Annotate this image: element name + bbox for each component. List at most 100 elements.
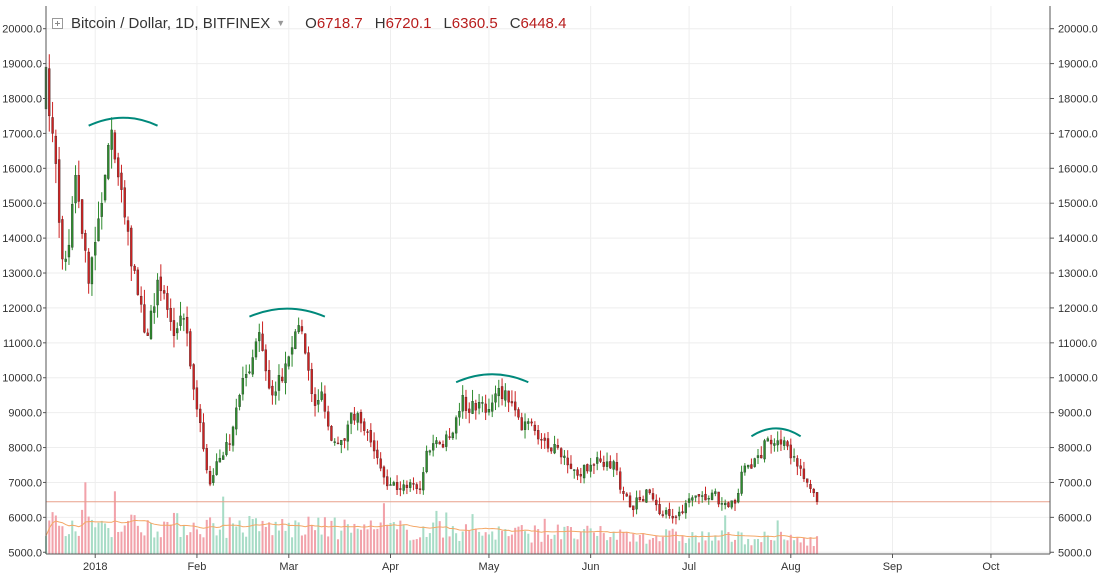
volume-bar: [419, 537, 422, 554]
volume-bar: [323, 517, 326, 554]
y-tick-right: 7000.0: [1058, 477, 1092, 489]
candle-body: [641, 499, 645, 502]
volume-bar: [530, 542, 533, 554]
x-tick-label: Feb: [187, 561, 206, 573]
volume-bar: [350, 532, 353, 554]
candle-body: [678, 511, 681, 517]
volume-bar: [569, 527, 572, 554]
volume-bar: [90, 519, 93, 554]
volume-bar: [520, 525, 523, 554]
candle-body: [261, 333, 264, 351]
volume-bar: [133, 515, 136, 554]
volume-bar: [635, 541, 638, 554]
candle-body: [103, 174, 107, 201]
candle-body: [228, 443, 231, 445]
candle-body: [602, 461, 605, 467]
volume-bar: [750, 545, 753, 554]
volume-bar: [182, 525, 185, 554]
volume-bar: [537, 529, 540, 554]
collapse-box-icon[interactable]: [52, 17, 63, 29]
candle-body: [586, 464, 589, 472]
volume-bar: [697, 542, 700, 554]
volume-bar: [445, 512, 448, 554]
volume-bar: [428, 533, 431, 554]
volume-bar: [553, 534, 556, 554]
candle-body: [546, 438, 550, 449]
triangle-down-icon[interactable]: ▼: [276, 18, 286, 28]
candle-body: [802, 468, 806, 479]
candle-body: [51, 117, 54, 134]
volume-bar: [317, 517, 320, 554]
chart-legend[interactable]: Bitcoin / Dollar, 1D, BITFINEX ▼ O 6718.7…: [52, 12, 576, 34]
x-tick-label: Jun: [582, 561, 600, 573]
candle-body: [720, 503, 724, 505]
candle-body: [809, 484, 812, 489]
y-tick-right: 9000.0: [1058, 408, 1092, 420]
candle-body: [169, 308, 172, 322]
y-tick-left: 6000.0: [8, 512, 42, 524]
candle-body: [681, 511, 684, 514]
y-tick-left: 13000.0: [2, 268, 42, 280]
candle-body: [582, 465, 586, 479]
volume-bar: [527, 533, 530, 554]
volume-bar: [783, 539, 786, 554]
volume-bar: [625, 532, 628, 554]
volume-bar: [487, 534, 490, 554]
volume-bar: [373, 529, 376, 554]
y-tick-right: 11000.0: [1058, 338, 1097, 350]
candle-body: [664, 510, 668, 515]
y-tick-right: 17000.0: [1058, 128, 1098, 140]
volume-bar: [268, 522, 271, 554]
candle-body: [225, 442, 228, 455]
candle-body: [146, 332, 149, 336]
candle-body: [710, 492, 714, 500]
candle-body: [766, 438, 769, 442]
volume-bar: [271, 535, 274, 554]
volume-bar: [130, 514, 133, 554]
candle-body: [500, 386, 504, 400]
volume-bar: [199, 534, 202, 554]
volume-bar: [501, 530, 504, 554]
volume-bar: [740, 532, 743, 554]
candle-body: [773, 443, 776, 446]
candle-body: [330, 426, 333, 441]
y-axis-left: 5000.0 6000.0 7000.0 8000.0 9000.0 10000.0 110…: [2, 24, 46, 559]
volume-bar: [481, 535, 484, 554]
symbol-title[interactable]: Bitcoin / Dollar, 1D, BITFINEX: [71, 14, 271, 32]
volume-bar: [435, 510, 438, 554]
volume-bar: [533, 525, 536, 554]
volume-bar: [546, 534, 550, 554]
candle-body: [349, 412, 353, 424]
candle-body: [409, 482, 412, 488]
x-tick-label: Mar: [279, 561, 298, 573]
candle-body: [356, 413, 359, 423]
candle-body: [635, 497, 638, 510]
volume-bar: [264, 526, 267, 554]
volume-bar: [779, 531, 782, 554]
candle-body: [218, 457, 222, 463]
chart-grid: [46, 6, 1050, 554]
candle-body: [783, 440, 786, 446]
volume-bar: [261, 520, 264, 554]
volume-bar: [609, 537, 612, 554]
volume-bar: [281, 519, 284, 554]
y-tick-right: 18000.0: [1058, 93, 1098, 105]
ohlc-low-value: 6360.5: [451, 14, 498, 32]
candle-body: [392, 482, 395, 486]
volume-bar: [127, 520, 130, 554]
candle-body: [730, 500, 733, 508]
y-tick-left: 10000.0: [2, 373, 42, 385]
candle-body: [290, 347, 294, 355]
volume-bar: [215, 535, 218, 554]
trend-arcs: [88, 116, 802, 438]
volume-bar: [333, 517, 336, 554]
volume-bar: [786, 540, 789, 554]
candle-body: [418, 488, 422, 490]
volume-bar: [717, 540, 720, 554]
ohlc-close-value: 6448.4: [520, 14, 567, 32]
volume-bar: [592, 532, 595, 554]
volume-bar: [300, 535, 303, 554]
volume-bar: [87, 516, 90, 554]
volume-bar: [209, 517, 212, 554]
